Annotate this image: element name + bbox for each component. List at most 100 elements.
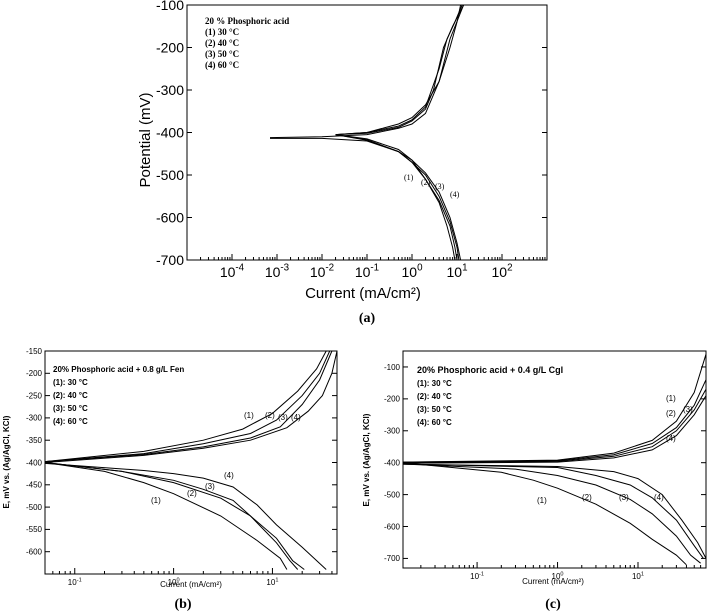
- series-4-cathodic-line: [402, 463, 707, 559]
- y-tick-label: -200: [384, 395, 401, 404]
- legend-entry: (3): 50 °C: [417, 405, 452, 414]
- series-1-anodic-line: [402, 354, 707, 463]
- curve-label: (2): [187, 489, 197, 498]
- y-tick-label: -200: [26, 369, 43, 378]
- curve-label: (2): [265, 411, 275, 420]
- legend-entry: (3): 50 °C: [53, 404, 88, 413]
- y-axis-label: E, mV vs. (Ag/AgCl, KCl): [2, 415, 11, 508]
- y-tick-label: -100: [384, 363, 401, 372]
- x-tick-label: 10-1: [355, 263, 379, 280]
- y-axis-label: E, mV vs. (Ag/AgCl, KCl): [362, 413, 371, 506]
- x-tick-label: 10-3: [265, 263, 290, 280]
- x-tick-label: 102: [491, 263, 512, 280]
- curves: [44, 350, 338, 570]
- x-tick-label: 100: [401, 263, 423, 280]
- axes: -150 -200 -250 -300 -350 -400 -450 -500 -550 -600…: [26, 347, 337, 587]
- y-tick-label: -400: [384, 458, 401, 467]
- series-1-cathodic-line: [44, 462, 288, 570]
- y-tick-label: -550: [26, 525, 43, 534]
- curve-label: (1): [151, 496, 161, 505]
- x-tick-label: 101: [266, 577, 278, 587]
- legend-entry: (1): 30 °C: [53, 378, 88, 387]
- y-tick-label: -350: [26, 436, 43, 445]
- series-3-cathodic-line: [402, 463, 704, 559]
- curve-labels: (1) (2) (3) (4) (1) (2) (3) (4): [537, 394, 693, 505]
- series-4-anodic-line: [44, 350, 338, 463]
- legend-title: 20 % Phosphoric acid: [205, 16, 289, 26]
- y-tick-label: -100: [156, 0, 184, 13]
- x-tick-label: 101: [632, 571, 644, 581]
- x-axis-label: Current (mA/cm²): [305, 285, 421, 302]
- series-4-cathodic-line: [44, 462, 327, 570]
- curve-label: (4): [654, 493, 664, 502]
- series-4-anodic-line: [402, 395, 707, 464]
- legend-entry: (4): 60 °C: [53, 417, 88, 426]
- series-3-anodic-line: [402, 389, 707, 464]
- series-3-anodic-line: [335, 4, 465, 136]
- curve-label: (3): [435, 182, 445, 191]
- curve-label: (4): [450, 190, 460, 199]
- panel-caption: (a): [359, 311, 376, 326]
- legend-entry: (3) 50 °C: [205, 49, 239, 59]
- panel-caption: (b): [174, 597, 191, 612]
- y-tick-label: -700: [384, 554, 401, 563]
- legend: 20% Phosphoric acid + 0.4 g/L Cgl (1): 3…: [417, 365, 563, 427]
- curve-label: (3): [205, 482, 215, 491]
- y-tick-label: -600: [26, 548, 43, 557]
- y-tick-label: -500: [156, 167, 184, 183]
- legend-entry: (1): 30 °C: [417, 379, 452, 388]
- y-tick-label: -600: [384, 522, 401, 531]
- curve-label: (2): [666, 409, 676, 418]
- axes: -100 -200 -300 -400 -500 -600 -700 10-4 10-3 10-2…: [156, 0, 547, 280]
- y-tick-label: -150: [26, 347, 43, 356]
- legend-entry: (2): 40 °C: [417, 392, 452, 401]
- legend-entry: (4): 60 °C: [417, 418, 452, 427]
- x-tick-label: 100: [168, 577, 180, 587]
- curve-labels: (1) (2) (3) (4): [404, 173, 460, 199]
- curve-label: (3): [683, 405, 693, 414]
- series-4-anodic-line: [269, 4, 465, 139]
- y-axis-label: Potential (mV): [137, 92, 154, 187]
- x-axis-label: Current (mA/cm²): [522, 577, 584, 586]
- legend-title: 20% Phosphoric acid + 0.4 g/L Cgl: [417, 365, 563, 375]
- curves: [402, 354, 707, 566]
- curve-label: (4): [224, 471, 234, 480]
- series-2-cathodic-line: [335, 134, 458, 261]
- curve-label: (3): [278, 413, 288, 422]
- series-1-anodic-line: [335, 4, 462, 136]
- legend-entry: (2) 40 °C: [205, 38, 239, 48]
- x-tick-label: 10-1: [470, 571, 484, 581]
- legend-entry: (1) 30 °C: [205, 27, 239, 37]
- curve-label: (1): [537, 496, 547, 505]
- series-3-cathodic-line: [335, 134, 460, 261]
- curve-label: (1): [404, 173, 414, 182]
- plot-frame: [44, 350, 338, 575]
- y-tick-label: -400: [156, 124, 184, 140]
- y-tick-label: -700: [156, 252, 184, 268]
- curve-label: (2): [582, 493, 592, 502]
- series-2-anodic-line: [402, 379, 707, 463]
- y-tick-label: -500: [26, 503, 43, 512]
- legend-title: 20% Phosphoric acid + 0.8 g/L Fen: [53, 365, 184, 374]
- legend-entry: (2): 40 °C: [53, 391, 88, 400]
- series-4-cathodic-line: [270, 137, 462, 261]
- x-axis-label: Current (mA/cm²): [160, 580, 222, 589]
- y-tick-label: -400: [26, 458, 43, 467]
- panel-b: -150 -200 -250 -300 -350 -400 -450 -500 -550 -600…: [2, 347, 338, 612]
- legend-entry: (4) 60 °C: [205, 60, 239, 70]
- y-tick-label: -250: [26, 391, 43, 400]
- y-tick-label: -600: [156, 209, 184, 225]
- series-2-cathodic-line: [44, 462, 299, 570]
- panel-a: -100 -200 -300 -400 -500 -600 -700 10-4 10-3 10-2…: [137, 0, 548, 326]
- series-1-anodic-line: [44, 350, 327, 463]
- curve-label: (3): [619, 493, 629, 502]
- x-tick-label: 101: [446, 263, 467, 280]
- curve-label: (1): [244, 411, 254, 420]
- y-tick-label: -500: [384, 490, 401, 499]
- curve-label: (4): [666, 434, 676, 443]
- x-tick-label: 10-1: [68, 577, 82, 587]
- y-tick-label: -200: [156, 39, 184, 55]
- y-tick-label: -300: [26, 414, 43, 423]
- series-3-anodic-line: [44, 350, 333, 463]
